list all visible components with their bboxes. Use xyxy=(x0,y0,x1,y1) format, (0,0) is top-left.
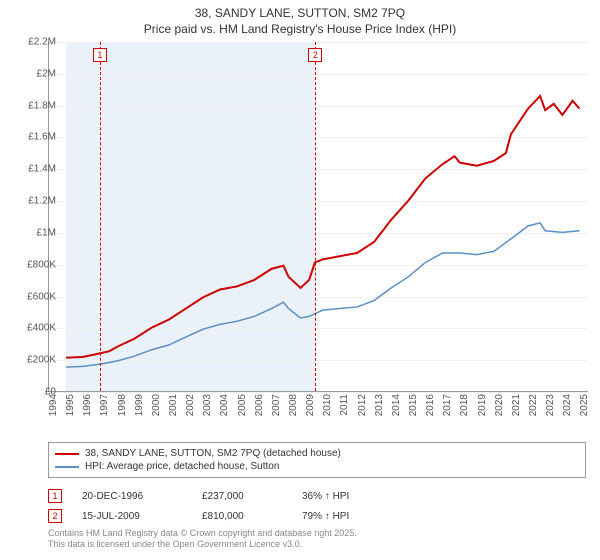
legend-label: 38, SANDY LANE, SUTTON, SM2 7PQ (detache… xyxy=(85,448,341,459)
x-axis-tick-label: 1994 xyxy=(48,394,59,416)
sale-marker-flag: 1 xyxy=(93,48,107,62)
chart-container: 38, SANDY LANE, SUTTON, SM2 7PQ Price pa… xyxy=(0,0,600,560)
y-axis-tick-label: £1M xyxy=(16,227,56,238)
footer-attribution: Contains HM Land Registry data © Crown c… xyxy=(48,528,586,550)
y-axis-tick-label: £1.2M xyxy=(16,196,56,207)
sale-marker-number: 2 xyxy=(48,509,62,523)
x-axis-tick-label: 2000 xyxy=(151,394,162,416)
series-line-hpi xyxy=(66,223,579,367)
sale-price: £810,000 xyxy=(202,511,282,522)
line-chart-svg xyxy=(49,42,588,391)
x-axis-tick-label: 1998 xyxy=(117,394,128,416)
legend-item: 38, SANDY LANE, SUTTON, SM2 7PQ (detache… xyxy=(55,447,579,460)
x-axis-tick-label: 2023 xyxy=(545,394,556,416)
x-axis-tick-label: 2022 xyxy=(528,394,539,416)
x-axis-tick-label: 2016 xyxy=(425,394,436,416)
x-axis-tick-label: 2015 xyxy=(408,394,419,416)
y-axis-tick-label: £800K xyxy=(16,259,56,270)
y-axis-tick-label: £1.6M xyxy=(16,132,56,143)
x-axis-tick-label: 2021 xyxy=(511,394,522,416)
y-axis-tick-label: £400K xyxy=(16,323,56,334)
sale-hpi-delta: 36% ↑ HPI xyxy=(302,491,382,502)
x-axis-tick-label: 2017 xyxy=(442,394,453,416)
x-axis-tick-label: 2010 xyxy=(322,394,333,416)
chart-titles: 38, SANDY LANE, SUTTON, SM2 7PQ Price pa… xyxy=(0,0,600,39)
x-axis-tick-label: 2024 xyxy=(562,394,573,416)
sale-date: 20-DEC-1996 xyxy=(82,491,182,502)
chart-plot-area: 12 xyxy=(48,42,588,392)
x-axis-tick-label: 2018 xyxy=(459,394,470,416)
legend-label: HPI: Average price, detached house, Sutt… xyxy=(85,461,279,472)
x-axis-tick-label: 1996 xyxy=(82,394,93,416)
y-axis-tick-label: £1.8M xyxy=(16,100,56,111)
y-axis-tick-label: £2M xyxy=(16,68,56,79)
legend-swatch xyxy=(55,466,79,468)
y-axis-tick-label: £200K xyxy=(16,355,56,366)
x-axis-tick-label: 2020 xyxy=(494,394,505,416)
legend-swatch xyxy=(55,453,79,455)
x-axis-tick-label: 2001 xyxy=(168,394,179,416)
footer-line: Contains HM Land Registry data © Crown c… xyxy=(48,528,586,539)
sale-row: 2 15-JUL-2009 £810,000 79% ↑ HPI xyxy=(48,506,586,526)
sale-marker-number: 1 xyxy=(48,489,62,503)
x-axis-tick-label: 1999 xyxy=(134,394,145,416)
x-axis-tick-label: 2012 xyxy=(357,394,368,416)
y-axis-tick-label: £600K xyxy=(16,291,56,302)
series-line-price_paid xyxy=(66,96,579,358)
x-axis-tick-label: 2005 xyxy=(237,394,248,416)
x-axis-tick-label: 2006 xyxy=(254,394,265,416)
sale-marker-flag: 2 xyxy=(308,48,322,62)
x-axis-tick-label: 2004 xyxy=(219,394,230,416)
x-axis-tick-label: 2019 xyxy=(477,394,488,416)
y-axis-tick-label: £2.2M xyxy=(16,37,56,48)
y-axis-tick-label: £1.4M xyxy=(16,164,56,175)
x-axis-tick-label: 2003 xyxy=(202,394,213,416)
footer-line: This data is licensed under the Open Gov… xyxy=(48,539,586,550)
title-line-1: 38, SANDY LANE, SUTTON, SM2 7PQ xyxy=(0,6,600,22)
legend-item: HPI: Average price, detached house, Sutt… xyxy=(55,460,579,473)
sale-row: 1 20-DEC-1996 £237,000 36% ↑ HPI xyxy=(48,486,586,506)
legend-box: 38, SANDY LANE, SUTTON, SM2 7PQ (detache… xyxy=(48,442,586,478)
x-axis-tick-label: 2002 xyxy=(185,394,196,416)
x-axis-tick-label: 1995 xyxy=(65,394,76,416)
x-axis-tick-label: 2011 xyxy=(339,394,350,416)
x-axis-tick-label: 2014 xyxy=(391,394,402,416)
sale-date: 15-JUL-2009 xyxy=(82,511,182,522)
x-axis-tick-label: 2009 xyxy=(305,394,316,416)
x-axis-tick-label: 2013 xyxy=(374,394,385,416)
sale-price: £237,000 xyxy=(202,491,282,502)
sale-hpi-delta: 79% ↑ HPI xyxy=(302,511,382,522)
x-axis-tick-label: 2025 xyxy=(579,394,590,416)
title-line-2: Price paid vs. HM Land Registry's House … xyxy=(0,22,600,38)
x-axis-tick-label: 2008 xyxy=(288,394,299,416)
x-axis-tick-label: 1997 xyxy=(99,394,110,416)
x-axis-tick-label: 2007 xyxy=(271,394,282,416)
sales-list: 1 20-DEC-1996 £237,000 36% ↑ HPI 2 15-JU… xyxy=(48,486,586,526)
